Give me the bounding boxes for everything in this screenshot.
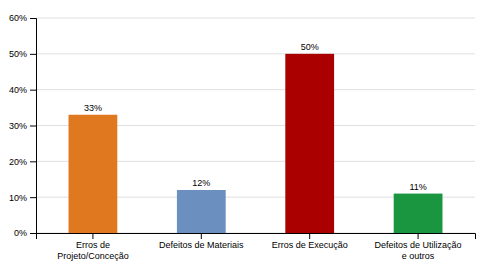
- x-tick-label-line: Erros de: [76, 240, 110, 250]
- x-tick: Erros deProjeto/Conceção: [57, 233, 129, 261]
- y-tick-label: 0%: [14, 228, 27, 238]
- x-tick-label-line: e outros: [402, 251, 435, 261]
- x-tick-label-line: Erros de Execução: [272, 240, 348, 250]
- x-tick-label: Defeitos de Materiais: [159, 240, 244, 250]
- data-labels: 33% 12% 50% 11%: [84, 42, 427, 192]
- x-tick-mark: [92, 233, 93, 239]
- y-axis: 0% 10% 20% 30% 40% 50% 60%: [9, 13, 37, 238]
- x-tick-mark: [309, 233, 310, 239]
- y-tick-label: 30%: [9, 121, 27, 131]
- chart-container: 0% 10% 20% 30% 40% 50% 60% Erros deProjeto/Conc…: [0, 0, 483, 269]
- y-tick-mark: [30, 126, 36, 127]
- x-tick: Erros de Execução: [272, 233, 348, 250]
- x-tick-label: Defeitos de Utilizaçãoe outros: [375, 240, 462, 260]
- x-axis-line: [37, 234, 476, 240]
- x-tick-mark: [418, 233, 419, 239]
- x-tick-label: Erros deProjeto/Conceção: [57, 240, 129, 260]
- bar: [394, 194, 443, 233]
- x-tick-mark: [201, 233, 202, 239]
- y-tick-mark: [30, 18, 36, 19]
- data-label: 50%: [301, 42, 319, 52]
- y-tick: 40%: [9, 85, 36, 95]
- y-tick-label: 20%: [9, 157, 27, 167]
- grid-line: [36, 89, 475, 90]
- grid-line: [36, 53, 475, 54]
- data-label: 33%: [84, 103, 102, 113]
- x-axis: Erros deProjeto/Conceção Defeitos de Mate…: [37, 233, 476, 261]
- y-tick: 0%: [14, 228, 36, 238]
- chart-svg: 0% 10% 20% 30% 40% 50% 60% Erros deProjeto/Conc…: [0, 0, 483, 269]
- x-tick: Defeitos de Materiais: [159, 233, 244, 250]
- y-tick-label: 40%: [9, 85, 27, 95]
- y-tick: 60%: [9, 13, 36, 23]
- data-label: 11%: [409, 182, 426, 192]
- x-tick-label: Erros de Execução: [272, 240, 348, 250]
- y-tick: 30%: [9, 121, 36, 131]
- bar: [69, 115, 118, 233]
- y-tick: 50%: [9, 49, 36, 59]
- grid: [36, 18, 475, 233]
- x-tick-label-line: Projeto/Conceção: [57, 251, 129, 261]
- y-tick-label: 10%: [9, 193, 27, 203]
- bars: [69, 54, 443, 233]
- y-tick: 10%: [9, 193, 36, 203]
- y-tick-mark: [30, 90, 36, 91]
- x-tick-label-line: Defeitos de Materiais: [159, 240, 244, 250]
- bar: [285, 54, 334, 233]
- data-label: 12%: [192, 178, 210, 188]
- y-tick-label: 50%: [9, 49, 27, 59]
- x-tick: Defeitos de Utilizaçãoe outros: [375, 233, 462, 261]
- grid-line: [36, 18, 475, 19]
- y-tick-mark: [30, 161, 36, 162]
- y-tick-label: 60%: [9, 13, 27, 23]
- x-tick-label-line: Defeitos de Utilização: [375, 240, 462, 250]
- y-axis-line: [30, 19, 37, 234]
- plot: 0% 10% 20% 30% 40% 50% 60% Erros deProjeto/Conc…: [9, 13, 476, 260]
- y-tick-mark: [30, 54, 36, 55]
- y-tick-mark: [30, 233, 36, 234]
- y-tick-mark: [30, 197, 36, 198]
- bar: [177, 190, 226, 233]
- y-tick: 20%: [9, 157, 36, 167]
